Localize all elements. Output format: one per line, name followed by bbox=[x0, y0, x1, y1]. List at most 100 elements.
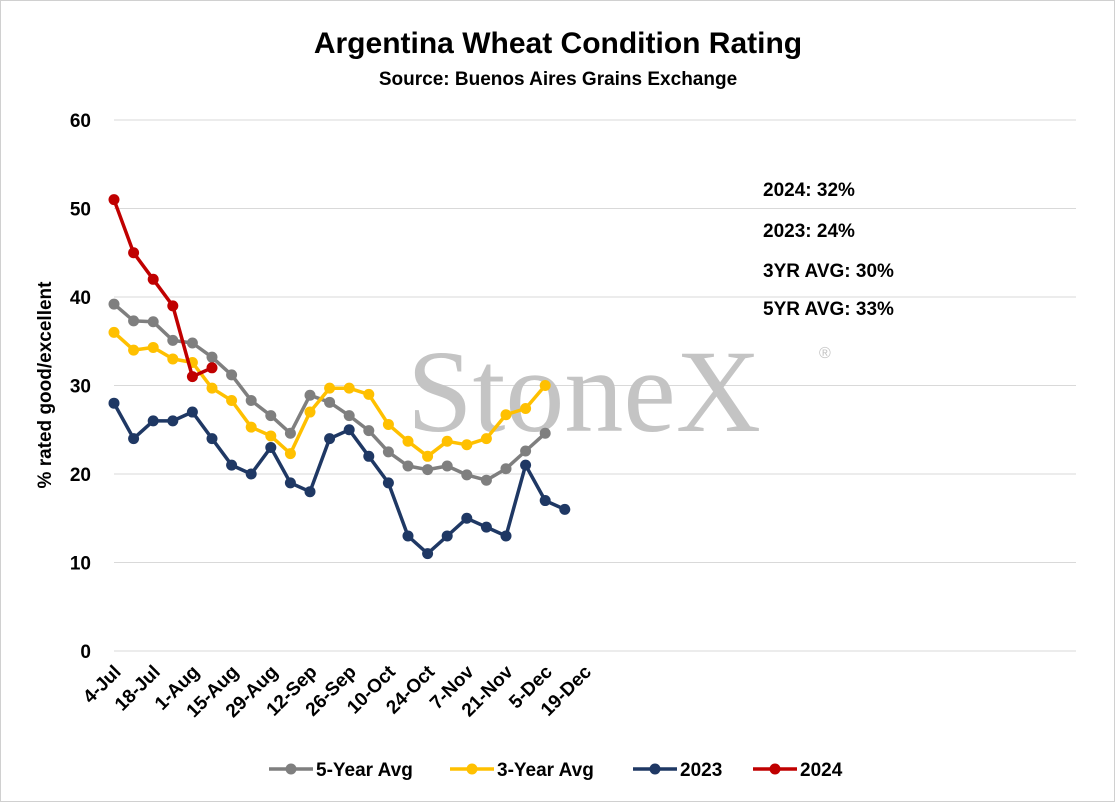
data-point bbox=[520, 445, 532, 457]
data-point bbox=[500, 409, 512, 421]
y-axis-label: % rated good/excellent bbox=[35, 281, 56, 489]
data-point bbox=[441, 530, 453, 542]
data-point bbox=[402, 460, 414, 472]
data-point bbox=[265, 430, 277, 442]
watermark: StoneX ® bbox=[407, 326, 831, 457]
y-axis-ticks: 0 10 20 30 40 50 60 bbox=[70, 111, 91, 663]
data-point bbox=[186, 371, 198, 383]
data-point bbox=[343, 382, 355, 394]
watermark-registered-mark: ® bbox=[819, 345, 831, 362]
data-point bbox=[500, 463, 512, 475]
data-point bbox=[245, 468, 257, 480]
data-point bbox=[245, 421, 257, 433]
data-point bbox=[363, 450, 375, 462]
y-tick-label: 30 bbox=[70, 377, 91, 398]
data-point bbox=[304, 389, 316, 401]
data-point bbox=[343, 424, 355, 436]
annotation-5yr-avg: 5YR AVG: 33% bbox=[763, 299, 894, 320]
data-point bbox=[128, 247, 140, 259]
data-point bbox=[539, 427, 551, 439]
data-point bbox=[382, 477, 394, 489]
data-point bbox=[402, 435, 414, 447]
data-point bbox=[167, 334, 179, 346]
chart-subtitle: Source: Buenos Aires Grains Exchange bbox=[379, 69, 737, 90]
data-point bbox=[128, 344, 140, 356]
data-point bbox=[186, 406, 198, 418]
data-point bbox=[265, 441, 277, 453]
series-lines bbox=[108, 194, 571, 560]
data-point bbox=[480, 521, 492, 533]
data-point bbox=[382, 446, 394, 458]
series-3-year-avg bbox=[108, 326, 551, 462]
legend-swatch-marker bbox=[649, 763, 661, 775]
data-point bbox=[206, 433, 218, 445]
data-point bbox=[441, 460, 453, 472]
data-point bbox=[461, 439, 473, 451]
data-point bbox=[304, 486, 316, 498]
annotation-2023: 2023: 24% bbox=[763, 221, 855, 242]
data-point bbox=[108, 194, 120, 206]
legend-label: 2023 bbox=[680, 760, 722, 781]
y-tick-label: 10 bbox=[70, 554, 91, 575]
y-tick-label: 50 bbox=[70, 200, 91, 221]
legend-item: 5-Year Avg bbox=[269, 760, 413, 781]
data-point bbox=[284, 477, 296, 489]
data-point bbox=[128, 315, 140, 327]
data-point bbox=[284, 427, 296, 439]
data-point bbox=[147, 273, 159, 285]
data-point bbox=[559, 503, 571, 515]
data-point bbox=[461, 512, 473, 524]
data-point bbox=[539, 495, 551, 507]
gridlines bbox=[114, 119, 1076, 652]
data-point bbox=[245, 395, 257, 407]
data-point bbox=[402, 530, 414, 542]
data-point bbox=[108, 326, 120, 338]
data-point bbox=[226, 369, 238, 381]
data-point bbox=[363, 425, 375, 437]
data-point bbox=[226, 459, 238, 471]
data-point bbox=[324, 396, 336, 408]
data-point bbox=[480, 433, 492, 445]
data-point bbox=[147, 341, 159, 353]
y-tick-label: 60 bbox=[70, 111, 91, 132]
data-point bbox=[363, 388, 375, 400]
data-point bbox=[108, 298, 120, 310]
data-point bbox=[343, 410, 355, 422]
data-point bbox=[284, 448, 296, 460]
x-tick-label: 18-Jul bbox=[111, 662, 165, 716]
annotation-3yr-avg: 3YR AVG: 30% bbox=[763, 261, 894, 282]
data-point bbox=[500, 530, 512, 542]
legend-swatch-marker bbox=[466, 763, 478, 775]
data-point bbox=[206, 362, 218, 374]
legend-swatch-marker bbox=[285, 763, 297, 775]
x-axis-ticks: 4-Jul18-Jul1-Aug15-Aug29-Aug12-Sep26-Sep… bbox=[79, 661, 596, 722]
data-point bbox=[206, 351, 218, 363]
data-point bbox=[226, 395, 238, 407]
annotations: 2024: 32% 2023: 24% 3YR AVG: 30% 5YR AVG… bbox=[763, 180, 894, 320]
watermark-logo: StoneX bbox=[407, 326, 761, 457]
legend-swatch-marker bbox=[769, 763, 781, 775]
annotation-2024: 2024: 32% bbox=[763, 180, 855, 201]
data-point bbox=[520, 403, 532, 415]
data-point bbox=[422, 450, 434, 462]
data-point bbox=[167, 415, 179, 427]
legend-label: 5-Year Avg bbox=[316, 760, 413, 781]
data-point bbox=[167, 300, 179, 312]
data-point bbox=[382, 418, 394, 430]
data-point bbox=[147, 316, 159, 328]
chart-title: Argentina Wheat Condition Rating bbox=[314, 27, 802, 60]
data-point bbox=[265, 410, 277, 422]
data-point bbox=[108, 397, 120, 409]
data-point bbox=[422, 548, 434, 560]
data-point bbox=[206, 382, 218, 394]
y-tick-label: 40 bbox=[70, 288, 91, 309]
data-point bbox=[128, 433, 140, 445]
legend-item: 3-Year Avg bbox=[450, 760, 594, 781]
data-point bbox=[324, 433, 336, 445]
legend: 5-Year Avg 3-Year Avg 2023 2024 bbox=[269, 760, 843, 781]
series-5-year-avg bbox=[108, 298, 551, 486]
series-2024 bbox=[108, 194, 218, 383]
data-point bbox=[304, 406, 316, 418]
